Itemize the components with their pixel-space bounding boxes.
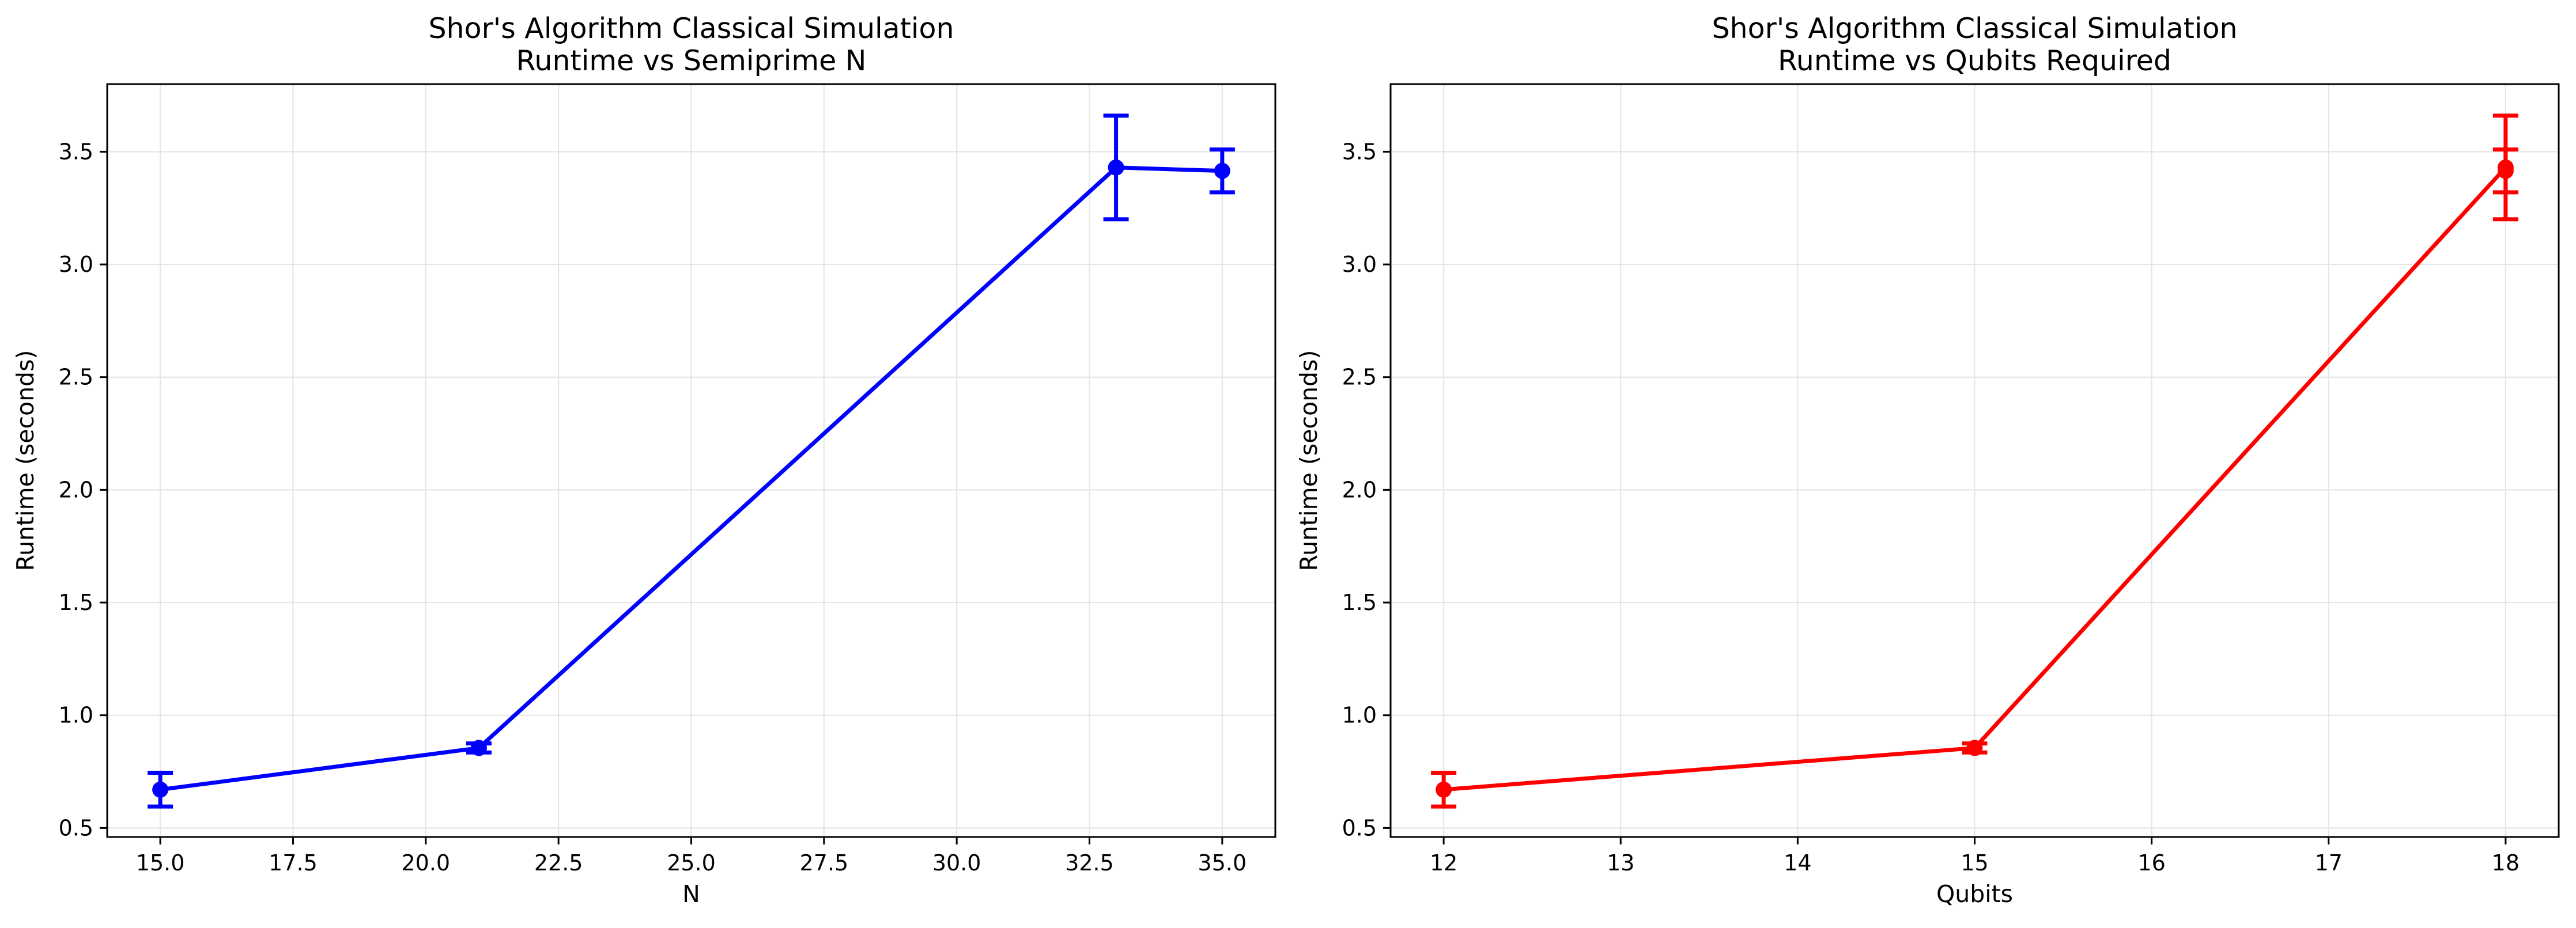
- y-axis-label: Runtime (seconds): [12, 350, 39, 571]
- chart-runtime-vs-qubits: 12 13 14 15 16 17 18 0.5 1.0 1.5 2.0 2.5 3.0 3.5 Qubit…: [1295, 12, 2560, 908]
- chart-title-line: Runtime vs Semiprime N: [516, 44, 867, 77]
- x-tick-label: 17: [2315, 850, 2343, 876]
- x-tick-label: 14: [1784, 850, 1811, 876]
- data-point-marker: [1966, 740, 1983, 756]
- data-point-marker: [1436, 781, 1452, 798]
- chart-title-line: Shor's Algorithm Classical Simulation: [1712, 12, 2237, 45]
- y-tick-label: 1.5: [59, 590, 93, 615]
- y-axis-label: Runtime (seconds): [1295, 350, 1323, 571]
- chart-title-line: Shor's Algorithm Classical Simulation: [428, 12, 954, 45]
- x-tick-label: 27.5: [800, 850, 849, 876]
- y-tick-label: 0.5: [59, 815, 93, 840]
- y-tick-label: 3.0: [59, 252, 93, 277]
- data-point-marker: [2497, 162, 2514, 179]
- y-tick-label: 3.5: [59, 139, 93, 164]
- x-tick-label: 18: [2492, 850, 2520, 876]
- x-tick-label: 30.0: [932, 850, 981, 876]
- y-tick-label: 3.0: [1342, 252, 1377, 277]
- y-tick-label: 0.5: [1342, 815, 1377, 840]
- data-point-marker: [1214, 162, 1230, 179]
- y-tick-label: 1.0: [59, 703, 93, 728]
- y-tick-label: 2.5: [1342, 365, 1377, 390]
- y-tick-label: 3.5: [1342, 139, 1377, 164]
- x-tick-label: 15: [1961, 850, 1988, 876]
- x-axis-label: N: [682, 880, 700, 908]
- y-tick-label: 2.0: [59, 477, 93, 502]
- x-tick-label: 16: [2137, 850, 2165, 876]
- y-tick-label: 1.5: [1342, 590, 1377, 615]
- x-tick-label: 17.5: [269, 850, 318, 876]
- data-point-marker: [152, 781, 169, 798]
- data-point-marker: [470, 740, 487, 756]
- series-line: [160, 165, 1222, 792]
- data-point-marker: [1108, 159, 1124, 176]
- x-tick-label: 15.0: [136, 850, 185, 876]
- y-tick-label: 1.0: [1342, 703, 1377, 728]
- x-tick-label: 20.0: [402, 850, 451, 876]
- chart-title: Shor's Algorithm Classical SimulationRun…: [1712, 12, 2237, 77]
- x-axis-label: Qubits: [1936, 880, 2013, 908]
- x-tick-label: 35.0: [1198, 850, 1247, 876]
- chart-runtime-vs-n: 15.0 17.5 20.0 22.5 25.0 27.5 30.0 32.5 35.0 0.5 1…: [12, 12, 1276, 908]
- x-tick-label: 32.5: [1065, 850, 1114, 876]
- x-tick-label: 25.0: [667, 850, 716, 876]
- x-tick-label: 13: [1607, 850, 1634, 876]
- y-tick-label: 2.5: [59, 365, 93, 390]
- x-tick-label: 12: [1430, 850, 1457, 876]
- chart-title-line: Runtime vs Qubits Required: [1778, 44, 2171, 77]
- y-tick-label: 2.0: [1342, 477, 1377, 502]
- chart-title: Shor's Algorithm Classical SimulationRun…: [428, 12, 954, 77]
- x-tick-label: 22.5: [534, 850, 583, 876]
